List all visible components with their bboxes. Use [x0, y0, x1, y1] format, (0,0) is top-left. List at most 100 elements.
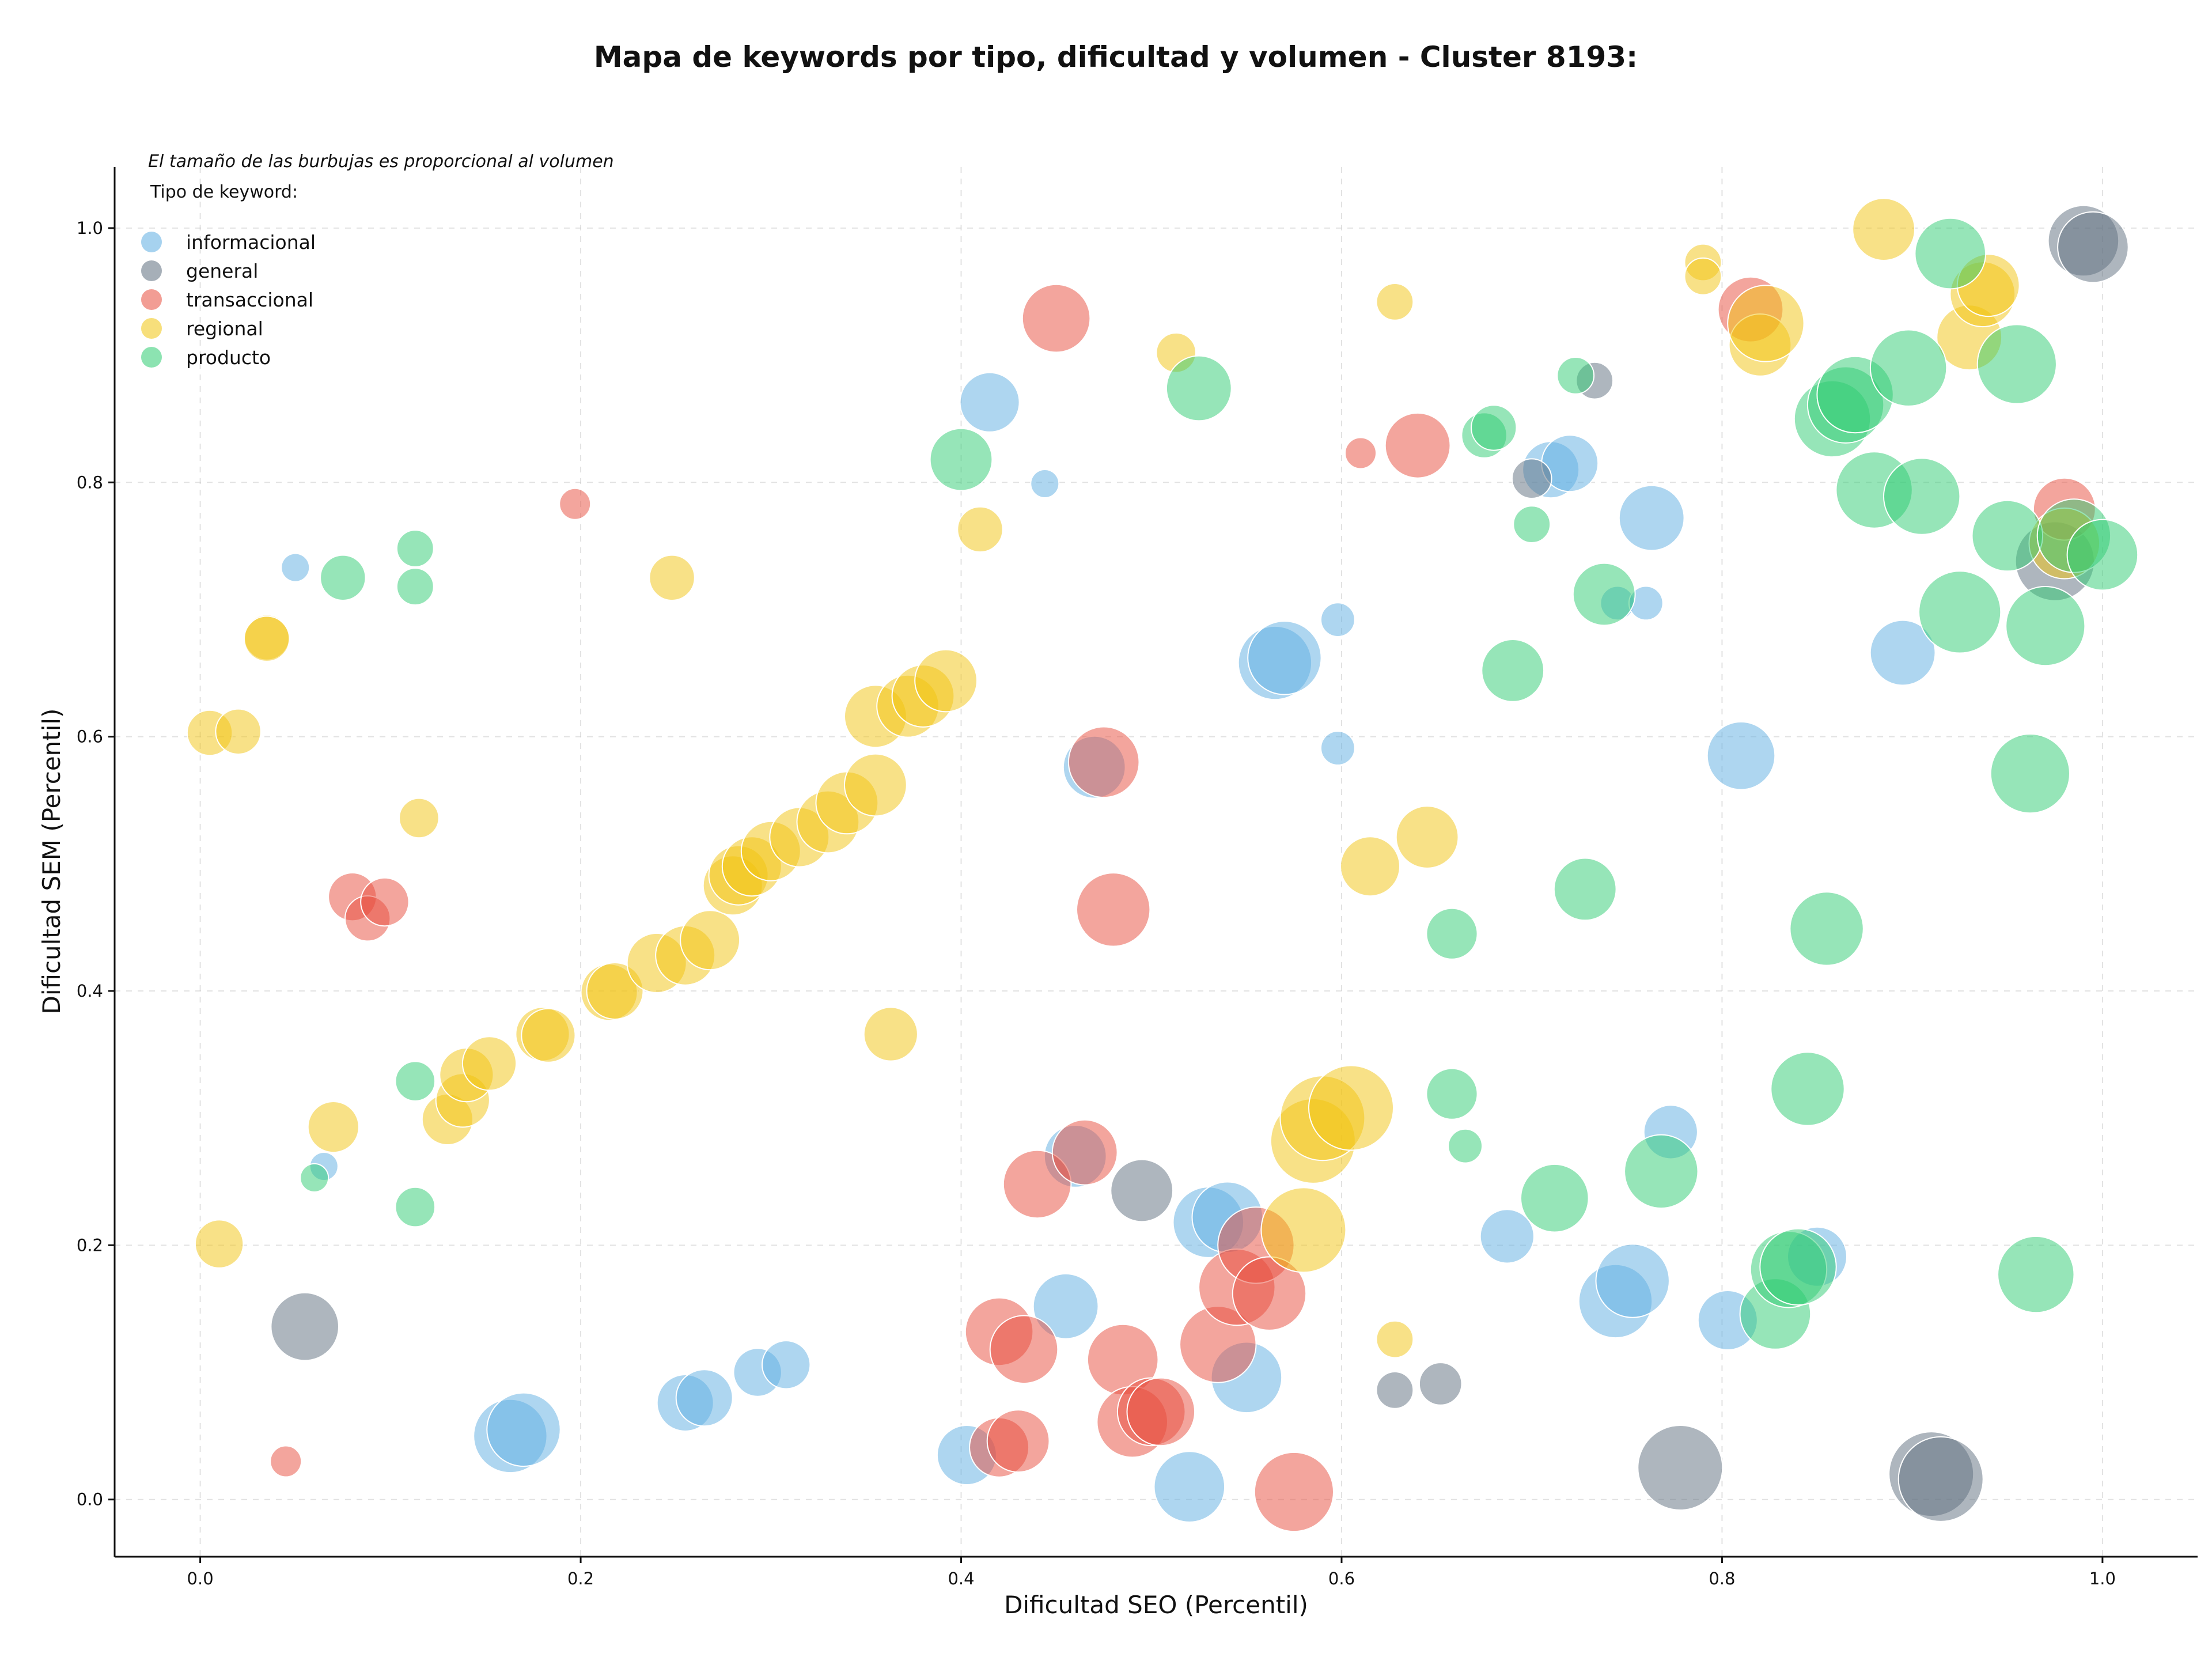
- legend: Tipo de keyword: informacional general tra…: [141, 182, 316, 369]
- y-axis-label: Dificultad SEM (Percentil): [37, 709, 66, 1015]
- bubble-transaccional: [1002, 1149, 1072, 1219]
- bubble-general: [1637, 1425, 1724, 1511]
- bubble-transaccional: [270, 1445, 302, 1478]
- bubble-transaccional: [989, 1315, 1059, 1384]
- bubble-informacional: [1153, 1451, 1226, 1523]
- bubble-informacional: [1030, 469, 1060, 498]
- bubble-producto: [395, 1061, 436, 1102]
- y-tick-label: 0.0: [77, 1490, 103, 1509]
- bubble-regional: [1852, 198, 1916, 262]
- bubble-transaccional: [1051, 1119, 1118, 1186]
- bubble-informacional: [959, 372, 1020, 433]
- bubble-transaccional: [1344, 437, 1377, 470]
- bubble-informacional: [1869, 619, 1936, 686]
- bubble-regional: [957, 506, 1003, 553]
- bubble-informacional: [1247, 620, 1322, 695]
- bubble-layer: [186, 198, 2139, 1533]
- legend-label-transaccional: transaccional: [186, 289, 313, 311]
- x-tick-label: 0.4: [948, 1569, 974, 1588]
- bubble-regional: [586, 962, 644, 1020]
- chart-title: Mapa de keywords por tipo, dificultad y …: [594, 40, 1638, 74]
- bubble-producto: [2005, 586, 2086, 667]
- bubble-informacional: [1320, 602, 1355, 637]
- bubble-transaccional: [1232, 1256, 1307, 1331]
- bubble-producto: [396, 567, 434, 606]
- bubble-producto: [1426, 1068, 1478, 1120]
- bubble-regional: [521, 1008, 576, 1063]
- legend-marker-producto: [141, 347, 162, 368]
- bubble-general: [1897, 1436, 1984, 1522]
- bubble-producto: [1770, 1051, 1845, 1126]
- bubble-producto: [1759, 1228, 1837, 1306]
- bubble-regional: [649, 554, 695, 601]
- bubble-general: [1110, 1159, 1174, 1223]
- bubble-informacional: [1032, 1273, 1099, 1340]
- bubble-general: [1376, 1371, 1414, 1409]
- bubble-producto: [1971, 500, 2044, 572]
- x-tick-label: 0.2: [567, 1569, 594, 1588]
- bubble-regional: [244, 615, 290, 662]
- y-tick-label: 1.0: [77, 218, 103, 238]
- bubble-producto: [1918, 570, 2002, 654]
- bubble-informacional: [486, 1392, 561, 1467]
- bubble-informacional: [1320, 731, 1355, 766]
- bubble-regional: [1376, 1320, 1414, 1359]
- legend-marker-informacional: [141, 232, 162, 252]
- x-tick-label: 1.0: [2089, 1569, 2116, 1588]
- bubble-informacional: [762, 1340, 811, 1390]
- y-tick-label: 0.6: [77, 727, 103, 747]
- bubble-producto: [395, 1186, 436, 1228]
- bubble-producto: [1513, 505, 1551, 543]
- bubble-transaccional: [1126, 1377, 1196, 1447]
- bubble-producto: [1990, 733, 2070, 814]
- bubble-informacional: [281, 553, 310, 582]
- bubble-regional: [844, 753, 907, 817]
- bubble-producto: [1481, 639, 1545, 702]
- bubble-producto: [320, 554, 366, 601]
- bubble-transaccional: [1384, 412, 1451, 479]
- bubble-regional: [399, 797, 440, 839]
- y-tick-label: 0.4: [77, 981, 103, 1001]
- bubble-general: [1511, 458, 1552, 500]
- bubble-producto: [1426, 907, 1478, 960]
- bubble-producto: [1976, 324, 2057, 404]
- axis-ticks: 0.0 0.2 0.4 0.6 0.8 1.0 0.0 0.2 0.4 0.6 0.8 1.0: [77, 218, 2116, 1588]
- bubble-producto: [300, 1163, 329, 1193]
- bubble-producto: [2066, 519, 2139, 591]
- bubble-general: [1418, 1362, 1463, 1406]
- bubble-transaccional: [1253, 1451, 1334, 1533]
- y-tick-label: 0.2: [77, 1235, 103, 1255]
- bubble-producto: [929, 427, 993, 491]
- bubble-regional: [1376, 283, 1414, 321]
- x-axis-label: Dificultad SEO (Percentil): [1004, 1591, 1308, 1619]
- bubble-general: [2057, 211, 2129, 283]
- bubble-producto: [396, 529, 434, 567]
- bubble-producto: [1520, 1163, 1589, 1233]
- bubble-informacional: [675, 1369, 733, 1427]
- bubble-producto: [1789, 891, 1864, 966]
- x-tick-label: 0.8: [1709, 1569, 1735, 1588]
- bubble-regional: [1684, 257, 1722, 296]
- bubble-regional: [215, 708, 262, 755]
- bubble-producto: [1997, 1235, 2075, 1314]
- bubble-producto: [1165, 355, 1232, 422]
- legend-marker-regional: [141, 318, 162, 339]
- bubble-regional: [1727, 285, 1805, 362]
- bubble-regional: [194, 1219, 244, 1269]
- bubble-regional: [914, 649, 978, 713]
- bubble-regional: [1308, 1065, 1394, 1151]
- bubble-producto: [1883, 457, 1961, 535]
- bubble-producto: [1556, 357, 1595, 395]
- y-tick-label: 0.8: [77, 472, 103, 492]
- bubble-producto: [1624, 1134, 1699, 1209]
- bubble-producto: [1553, 857, 1617, 921]
- bubble-regional: [1395, 805, 1459, 869]
- bubble-transaccional: [1021, 283, 1091, 353]
- bubble-producto: [1471, 404, 1517, 451]
- legend-label-producto: producto: [186, 346, 271, 369]
- bubble-transaccional: [559, 487, 592, 520]
- bubble-regional: [680, 910, 741, 971]
- legend-label-informacional: informacional: [186, 231, 316, 253]
- bubble-informacional: [1595, 1243, 1670, 1318]
